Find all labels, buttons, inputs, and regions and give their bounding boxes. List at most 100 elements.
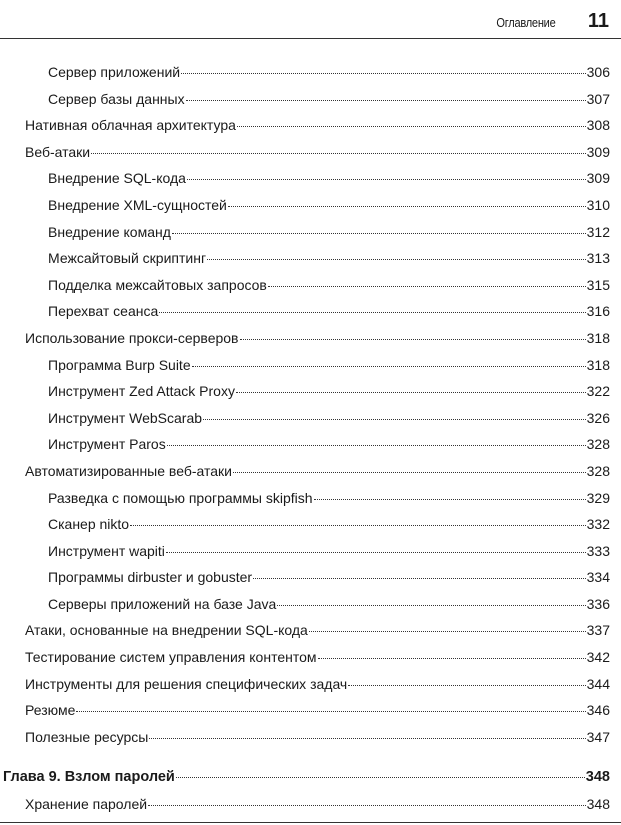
dot-leader xyxy=(185,99,586,101)
toc-entry[interactable]: Подделка межсайтовых запросов 315 xyxy=(0,277,621,304)
entry-page-number: 348 xyxy=(586,796,610,813)
dot-leader xyxy=(159,312,586,314)
entry-title: Резюме xyxy=(25,702,76,719)
dot-leader xyxy=(186,179,586,181)
dot-leader xyxy=(227,205,586,207)
entry-title: Разведка с помощью программы skipfish xyxy=(48,489,313,506)
entry-title: Сервер приложений xyxy=(48,64,181,80)
toc-entry[interactable]: Атаки, основанные на внедрении SQL-кода 3… xyxy=(0,622,621,649)
entry-page-number: 315 xyxy=(586,276,610,293)
header-page-number: 11 xyxy=(587,10,609,32)
dot-leader xyxy=(236,126,586,128)
dot-leader xyxy=(348,684,586,686)
dot-leader xyxy=(235,392,586,394)
toc-entry[interactable]: Автоматизированные веб-атаки 328 xyxy=(0,463,621,490)
entry-page-number: 334 xyxy=(586,569,610,586)
dot-leader xyxy=(239,338,586,340)
entry-title: Программа Burp Suite xyxy=(48,356,191,373)
entry-title: Глава 9. Взлом паролей xyxy=(3,769,175,786)
toc-entry[interactable]: Программа Burp Suite 318 xyxy=(0,357,621,384)
dot-leader xyxy=(313,498,586,500)
entry-title: Сервер базы данных xyxy=(48,90,185,107)
dot-leader xyxy=(207,259,586,261)
entry-title: Межсайтовый скриптинг xyxy=(48,250,207,267)
entry-title: Инструмент Paros xyxy=(48,436,166,453)
dot-leader xyxy=(76,711,586,713)
toc-entry[interactable]: Сканер nikto 332 xyxy=(0,516,621,543)
entry-page-number: 318 xyxy=(586,329,610,346)
dot-leader xyxy=(175,777,585,779)
dot-leader xyxy=(166,445,586,447)
toc-entry[interactable]: Программы dirbuster и gobuster 334 xyxy=(0,569,621,596)
toc-entry[interactable]: Инструмент Zed Attack Proxy 322 xyxy=(0,383,621,410)
entry-title: Тестирование систем управления контентом xyxy=(25,649,317,666)
entry-title: Атаки, основанные на внедрении SQL-кода xyxy=(25,622,308,639)
entry-title: Подделка межсайтовых запросов xyxy=(48,276,267,293)
entry-title: Серверы приложений на базе Java xyxy=(48,595,277,612)
entry-page-number: 333 xyxy=(586,542,610,559)
dot-leader xyxy=(181,73,586,74)
entry-page-number: 329 xyxy=(586,489,610,506)
running-header: Оглавление 11 xyxy=(0,0,621,39)
entry-title: Внедрение SQL-кода xyxy=(48,170,186,187)
entry-title: Инструмент WebScarab xyxy=(48,409,203,426)
dot-leader xyxy=(253,578,586,580)
toc-entry[interactable]: Веб-атаки 309 xyxy=(0,144,621,171)
entry-title: Нативная облачная архитектура xyxy=(25,117,236,134)
entry-page-number: 326 xyxy=(586,409,610,426)
entry-page-number: 313 xyxy=(586,250,610,267)
entry-title: Полезные ресурсы xyxy=(25,728,149,745)
toc-entry[interactable]: Сервер базы данных 307 xyxy=(0,91,621,118)
toc-entry[interactable]: Инструменты для решения специфических за… xyxy=(0,676,621,703)
entry-title: Программы dirbuster и gobuster xyxy=(48,569,253,586)
entry-title: Сканер nikto xyxy=(48,516,130,533)
entry-page-number: 312 xyxy=(586,223,610,240)
entry-page-number: 332 xyxy=(586,516,610,533)
entry-title: Использование прокси-серверов xyxy=(25,329,239,346)
dot-leader xyxy=(277,604,586,606)
toc-entry[interactable]: Тестирование систем управления контентом… xyxy=(0,649,621,676)
toc-entry[interactable]: Полезные ресурсы 347 xyxy=(0,729,621,756)
bottom-divider xyxy=(0,822,621,823)
toc-entry[interactable]: Перехват сеанса 316 xyxy=(0,303,621,330)
dot-leader xyxy=(91,152,586,154)
entry-page-number: 318 xyxy=(586,356,610,373)
entry-page-number: 309 xyxy=(586,143,610,160)
toc-entry[interactable]: Инструмент WebScarab 326 xyxy=(0,410,621,437)
entry-title: Внедрение команд xyxy=(48,223,171,240)
entry-title: Внедрение XML-сущностей xyxy=(48,196,227,213)
toc-entry[interactable]: Межсайтовый скриптинг 313 xyxy=(0,250,621,277)
toc-entry[interactable]: Резюме 346 xyxy=(0,702,621,729)
entry-page-number: 309 xyxy=(586,170,610,187)
entry-page-number: 344 xyxy=(586,675,610,692)
dot-leader xyxy=(149,737,586,739)
entry-page-number: 346 xyxy=(586,702,610,719)
dot-leader xyxy=(317,658,586,660)
toc-chapter-entry[interactable]: Глава 9. Взлом паролей 348 xyxy=(0,769,621,796)
entry-title: Инструмент Zed Attack Proxy xyxy=(48,383,235,400)
chapter-gap xyxy=(0,755,621,769)
toc-entry[interactable]: Сервер приложений 306 xyxy=(0,64,621,91)
entry-page-number: 328 xyxy=(586,436,610,453)
entry-page-number: 342 xyxy=(586,649,610,666)
toc-entry[interactable]: Инструмент Paros 328 xyxy=(0,436,621,463)
entry-page-number: 336 xyxy=(586,595,610,612)
entry-page-number: 322 xyxy=(586,383,610,400)
dot-leader xyxy=(165,551,586,553)
entry-page-number: 308 xyxy=(586,117,610,134)
dot-leader xyxy=(130,525,586,527)
toc-entry[interactable]: Нативная облачная архитектура 308 xyxy=(0,117,621,144)
entry-title: Инструмент wapiti xyxy=(48,542,165,559)
entry-page-number: 307 xyxy=(586,90,610,107)
entry-page-number: 310 xyxy=(586,196,610,213)
toc-entry[interactable]: Использование прокси-серверов 318 xyxy=(0,330,621,357)
toc-entry[interactable]: Внедрение XML-сущностей 310 xyxy=(0,197,621,224)
toc-entry[interactable]: Внедрение SQL-кода 309 xyxy=(0,170,621,197)
entry-title: Автоматизированные веб-атаки xyxy=(25,462,232,479)
toc-entry[interactable]: Инструмент wapiti 333 xyxy=(0,543,621,570)
toc-entry[interactable]: Внедрение команд 312 xyxy=(0,224,621,251)
toc-entry[interactable]: Серверы приложений на базе Java 336 xyxy=(0,596,621,623)
entry-page-number: 316 xyxy=(586,303,610,320)
toc-entry[interactable]: Хранение паролей 348 xyxy=(0,796,621,823)
toc-entry[interactable]: Разведка с помощью программы skipfish 329 xyxy=(0,490,621,517)
